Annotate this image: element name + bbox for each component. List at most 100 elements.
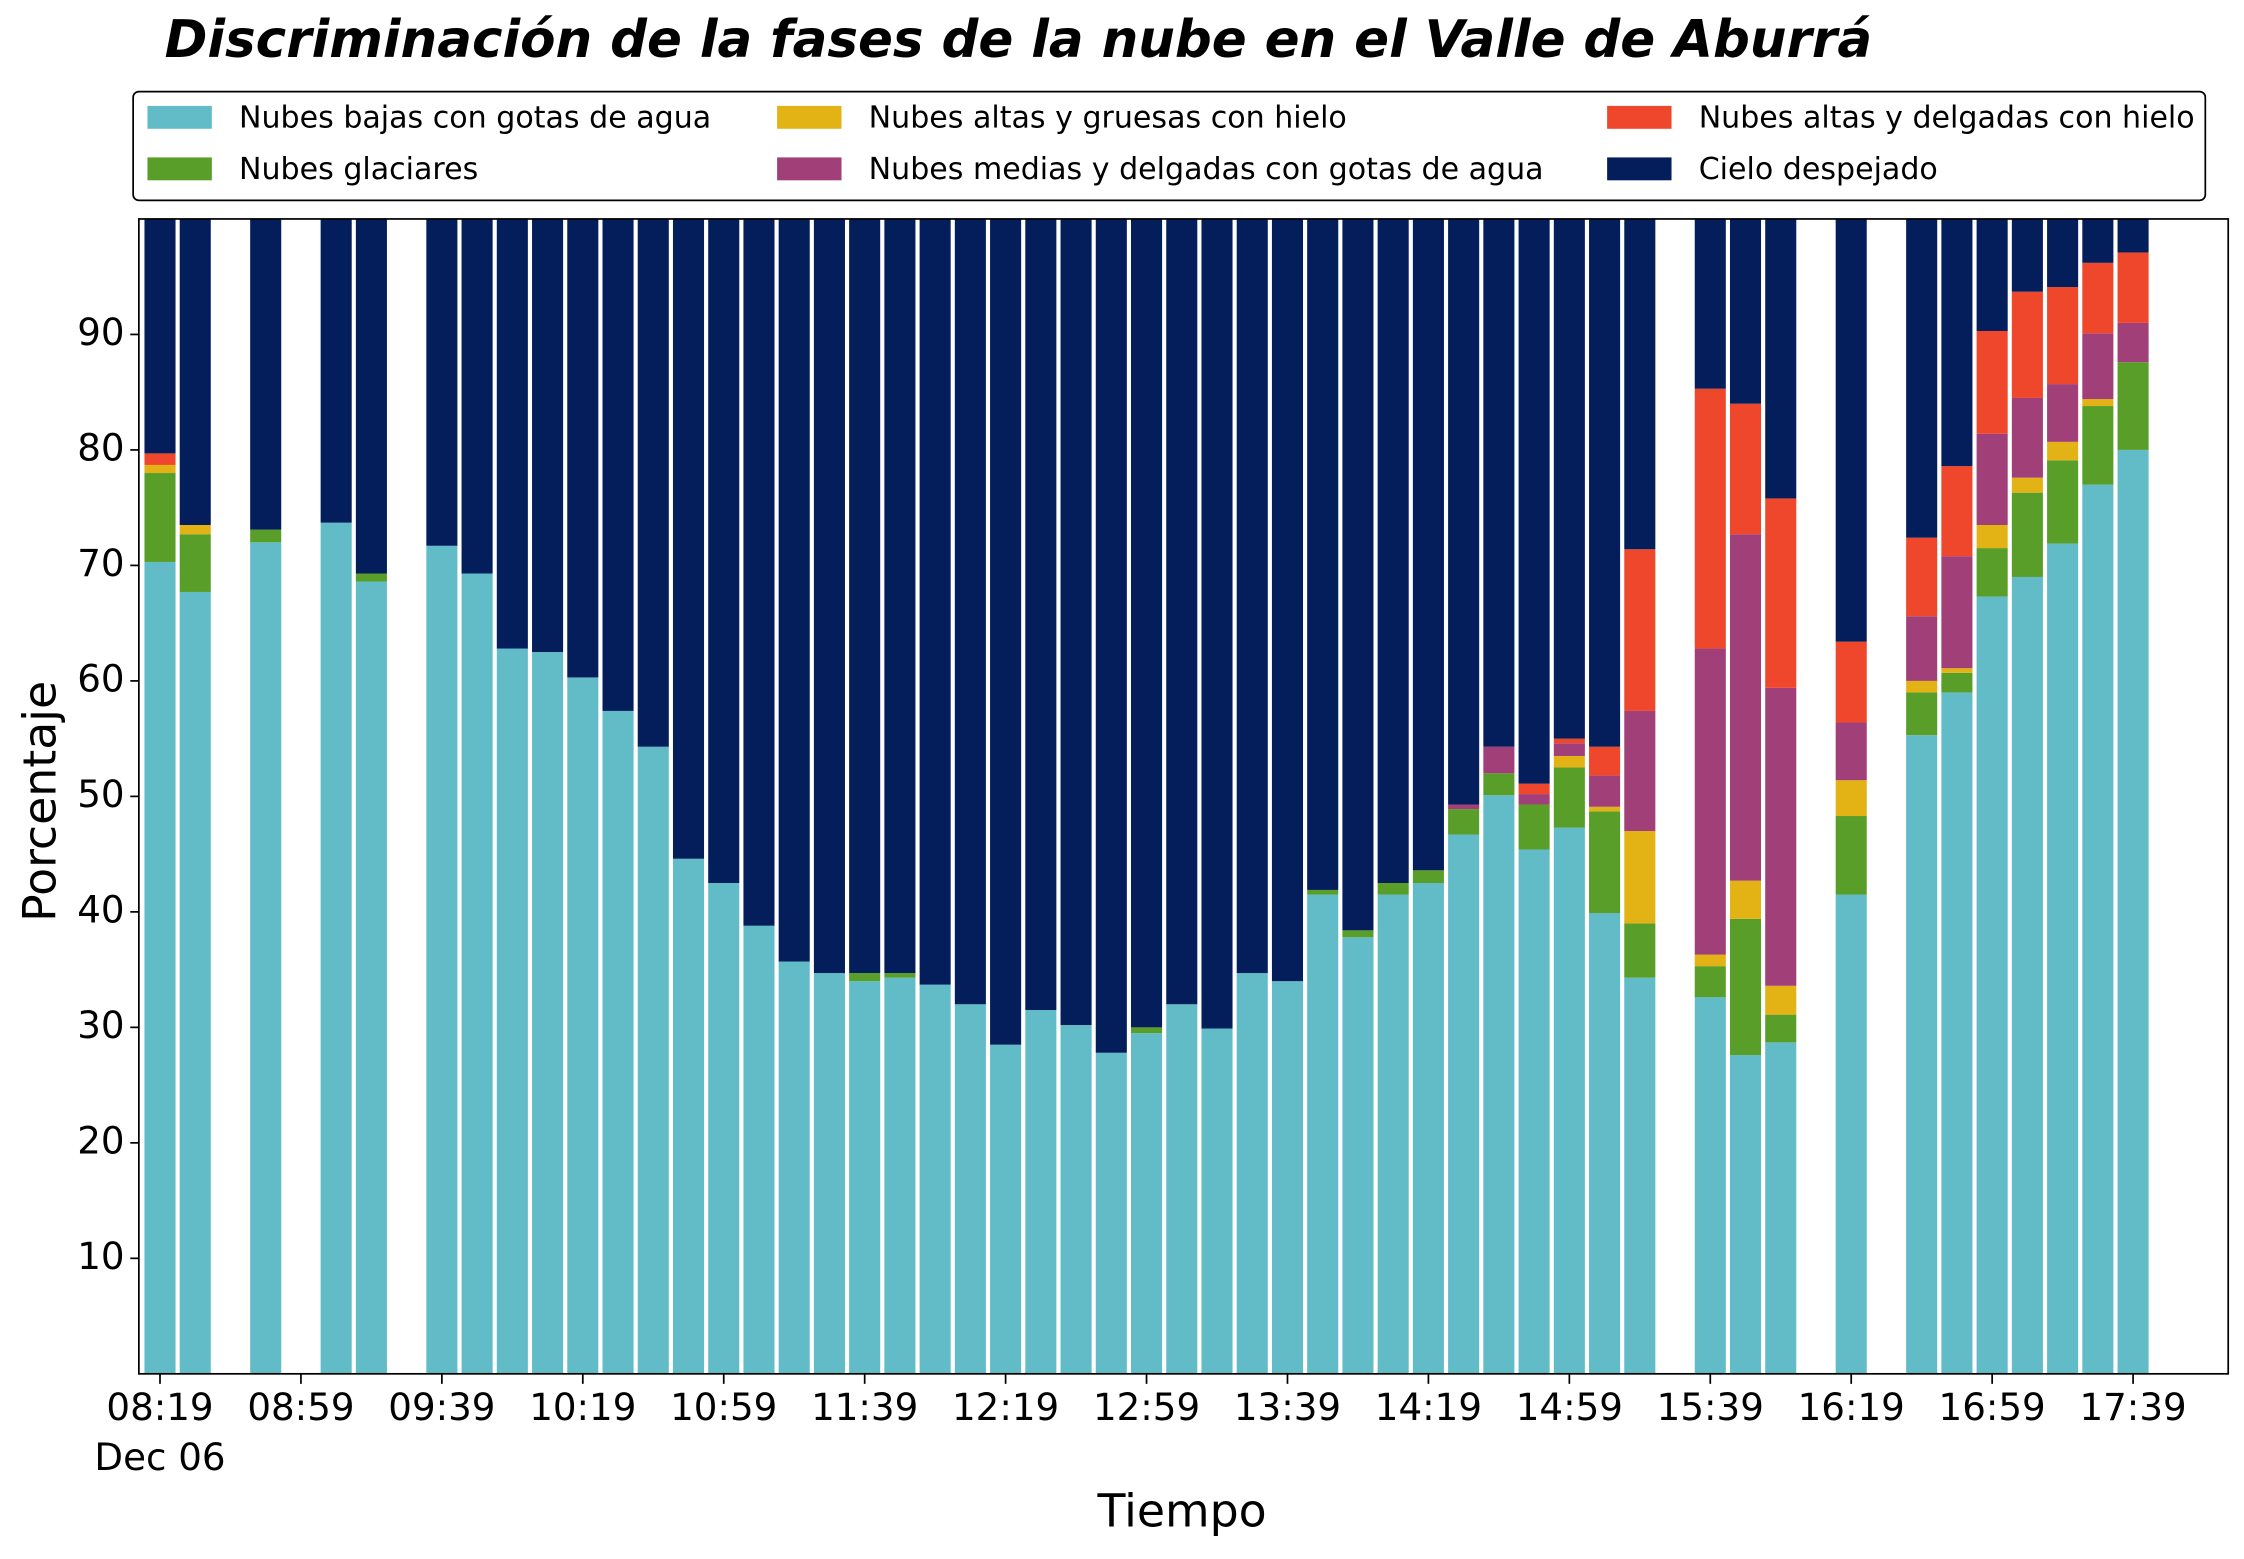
x-tick-label: 08:19 (106, 1385, 213, 1429)
bar-segment (1342, 937, 1374, 1374)
bar-segment (1518, 783, 1550, 795)
y-tick-label: 90 (77, 310, 124, 354)
bar-segment (1835, 218, 1867, 642)
bar-segment (1765, 1014, 1797, 1043)
bar-segment (954, 1004, 986, 1374)
bar-segment (1906, 692, 1938, 736)
bar-segment (849, 973, 881, 982)
bar-segment (1201, 1028, 1233, 1374)
y-tick-label: 80 (77, 425, 124, 469)
bar-segment (849, 981, 881, 1374)
bar-segment (1377, 218, 1409, 884)
bar-segment (1941, 556, 1973, 669)
bar-segment (1271, 981, 1304, 1374)
bar-segment (1448, 218, 1480, 805)
bar-segment (1060, 218, 1092, 1026)
bar-segment (2082, 262, 2114, 334)
bar-segment (1765, 498, 1797, 688)
bar-segment (1694, 966, 1726, 998)
bar-segment (1483, 795, 1515, 1374)
bar-segment (884, 977, 916, 1374)
bar-segment (2082, 406, 2114, 485)
bar-segment (1131, 218, 1163, 1028)
y-tick-label: 50 (77, 772, 124, 816)
bar-segment (144, 473, 176, 562)
bar-segment (2082, 484, 2114, 1374)
x-tick-label: 08:59 (247, 1385, 354, 1429)
bar-segment (1976, 524, 2008, 549)
bar-segment (1307, 889, 1339, 895)
bar-segment (743, 925, 775, 1374)
bar-segment (1624, 923, 1656, 978)
bar-segment (2011, 218, 2043, 292)
legend-label: Nubes bajas con gotas de agua (239, 100, 711, 135)
bar-segment (144, 453, 176, 465)
bar-segment (1448, 809, 1480, 835)
bar-segment (1518, 218, 1550, 784)
bar-segment (461, 218, 493, 574)
bar-segment (1765, 1042, 1797, 1374)
x-tick-label: 17:39 (2079, 1385, 2186, 1429)
bar-segment (1553, 827, 1585, 1374)
legend-swatch (147, 105, 212, 129)
bar-segment (1906, 218, 1938, 538)
bar-segment (1624, 977, 1656, 1374)
bar-segment (320, 218, 352, 523)
bar-segment (778, 961, 810, 1374)
bar-segment (672, 218, 705, 859)
bar-segment (919, 984, 951, 1374)
bar-segment (2047, 287, 2079, 385)
bar-segment (144, 561, 176, 1374)
bar-segment (1307, 218, 1339, 890)
bar-segment (1976, 548, 2008, 597)
bar-segment (567, 218, 599, 678)
bar-segment (1941, 672, 1973, 693)
x-tick-label: 12:19 (952, 1385, 1059, 1429)
bar-segment (2117, 362, 2149, 450)
legend-frame (132, 90, 2207, 202)
x-tick-label: 14:59 (1516, 1385, 1623, 1429)
bar-segment (1483, 746, 1515, 774)
bar-segment (179, 218, 211, 525)
bar-segment (1412, 883, 1444, 1374)
x-tick-label: 10:19 (529, 1385, 636, 1429)
bar-segment (355, 218, 387, 574)
bar-segment (743, 218, 775, 926)
bar-segment (1448, 834, 1480, 1374)
bar-segment (1518, 804, 1550, 850)
chart-title: Discriminación de la fases de la nube en… (165, 10, 1872, 70)
x-tick-label: 16:59 (1939, 1385, 2046, 1429)
x-tick-label: 11:39 (811, 1385, 918, 1429)
y-tick-label: 70 (77, 541, 124, 585)
x-tick-label: 15:39 (1657, 1385, 1764, 1429)
bar-segment (1765, 687, 1797, 986)
bar-segment (532, 218, 564, 653)
bar-segment (1307, 894, 1339, 1374)
bar-segment (813, 973, 845, 1374)
bar-segment (2082, 399, 2114, 407)
bar-segment (179, 534, 211, 592)
bar-segment (2047, 384, 2079, 442)
bar-segment (144, 464, 176, 474)
bar-segment (1589, 218, 1621, 747)
bar-segment (1589, 806, 1621, 812)
bar-segment (602, 218, 634, 711)
bar-segment (1412, 870, 1444, 884)
legend-label: Cielo despejado (1699, 152, 1938, 187)
bar-segment (884, 973, 916, 978)
bar-segment (1729, 218, 1762, 404)
bar-segment (1095, 1052, 1127, 1374)
bar-segment (250, 542, 282, 1374)
bar-segment (1025, 1010, 1057, 1374)
bar-segment (1694, 997, 1726, 1374)
bar-segment (426, 545, 458, 1374)
bar-segment (1976, 218, 2008, 331)
bar-segment (2117, 449, 2149, 1374)
bar-segment (990, 218, 1022, 1045)
bar-segment (1377, 883, 1409, 895)
legend-swatch (777, 157, 842, 181)
bar-segment (1835, 780, 1867, 817)
bar-segment (355, 581, 387, 1374)
bar-segment (1694, 648, 1726, 955)
bar-segment (1941, 692, 1973, 1374)
